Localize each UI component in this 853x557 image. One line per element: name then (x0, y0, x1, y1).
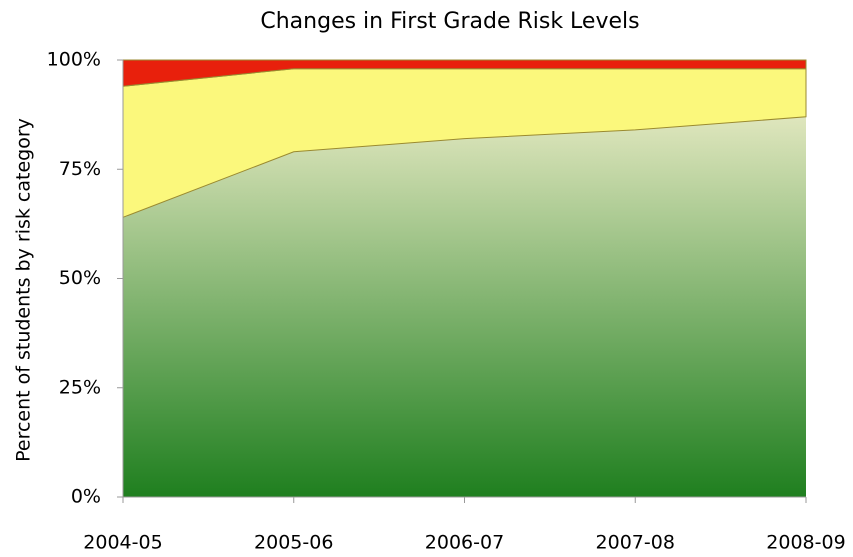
y-tick-label: 0% (71, 486, 101, 508)
y-tick-label: 50% (59, 267, 101, 289)
y-tick-label: 100% (47, 49, 101, 71)
area (123, 116, 806, 497)
x-tick-label: 2005-06 (254, 532, 333, 554)
y-axis-label: Percent of students by risk category (13, 118, 35, 462)
y-tick-label: 75% (59, 158, 101, 180)
x-tick-label: 2004-05 (83, 532, 162, 554)
chart-title: Changes in First Grade Risk Levels (260, 9, 639, 34)
x-tick-label: 2006-07 (425, 532, 504, 554)
x-tick-label: 2007-08 (596, 532, 675, 554)
x-tick-label: 2008-09 (766, 532, 845, 554)
area (122, 59, 807, 87)
y-tick-label: 25% (59, 376, 101, 398)
